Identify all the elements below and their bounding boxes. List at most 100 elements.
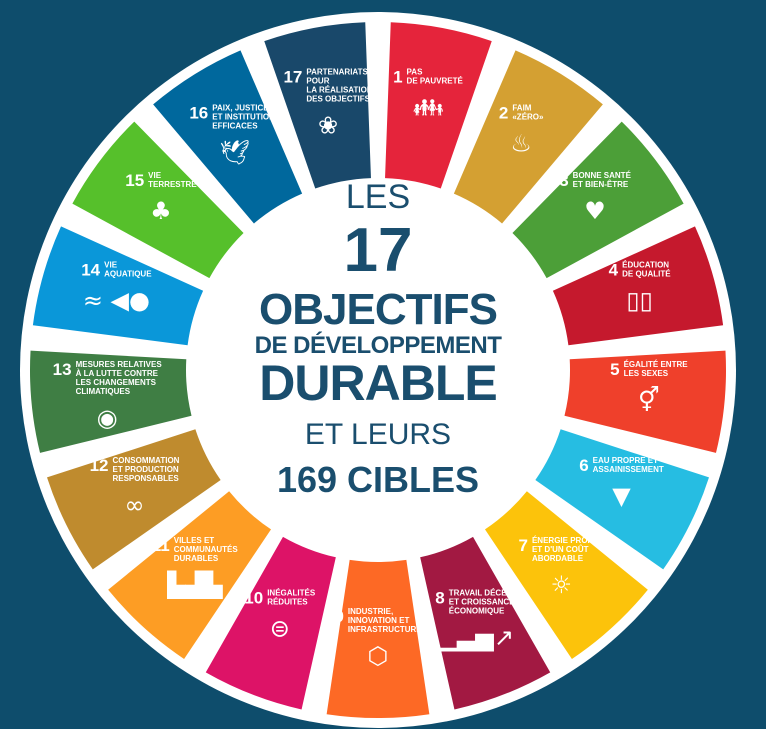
city-icon: ▙▟▙ xyxy=(166,570,223,599)
goal-number: 15 xyxy=(125,171,144,190)
book-icon: ▯▯ xyxy=(626,287,652,315)
goal-segment-shape xyxy=(108,491,272,659)
center-developpement: DE DÉVELOPPEMENT xyxy=(254,332,502,359)
goal-segment-shape xyxy=(72,121,244,279)
goal-label-line: CLIMATIQUES xyxy=(76,387,131,396)
goal-label-line: ÉCONOMIQUE xyxy=(449,607,505,616)
goal-number: 9 xyxy=(334,607,343,626)
center-169-cibles: 169 CIBLES xyxy=(276,459,480,500)
goal-number: 6 xyxy=(579,456,588,475)
goal-segment-shape xyxy=(264,22,371,189)
bowl-icon: ♨ xyxy=(510,130,532,158)
goal-label-line: PARTENARIATS xyxy=(306,68,368,77)
goal-label-line: VILLES ET xyxy=(174,536,215,545)
goal-label-line: DE PAUVRETÉ xyxy=(407,77,464,86)
goal-number: 16 xyxy=(189,104,208,123)
goal-label-line: ÉNERGIE PROPRE xyxy=(532,536,605,545)
goal-label-line: ET CROISSANCE xyxy=(449,598,515,607)
goal-segment-shape xyxy=(453,50,603,224)
goal-segment-shape xyxy=(484,491,648,659)
goal-label-line: INDUSTRIE, xyxy=(348,607,393,616)
sun-power-icon: ☼ xyxy=(550,571,572,599)
center-17: 17 xyxy=(343,216,413,285)
goal-number: 1 xyxy=(393,68,402,87)
infinity-icon: ∞ xyxy=(125,491,145,519)
goal-segment-2: 2 FAIM«ZÉRO» ♨ xyxy=(453,50,603,224)
goal-label-line: RÉDUITES xyxy=(267,598,308,607)
goal-label-line: ET BIEN-ÊTRE xyxy=(573,180,629,189)
goal-label-line: RESPONSABLES xyxy=(112,474,179,483)
center-objectifs: OBJECTIFS xyxy=(259,285,498,334)
goal-segment-shape xyxy=(32,226,204,346)
center-durable: DURABLE xyxy=(259,355,497,411)
goal-label-line: EFFICACES xyxy=(212,122,258,131)
goal-label-line: LES SEXES xyxy=(624,369,669,378)
goal-segment-shape xyxy=(552,226,724,346)
goal-label-line: ET PRODUCTION xyxy=(112,465,178,474)
goal-label-line: CONSOMMATION xyxy=(112,456,179,465)
flower-rings-icon: ❀ xyxy=(318,112,338,140)
goal-number: 14 xyxy=(81,261,100,280)
goal-label-line: ABORDABLE xyxy=(532,554,584,563)
cubes-icon: ⬡ xyxy=(368,642,389,670)
center-title: LES 17 OBJECTIFS DE DÉVELOPPEMENT DURABL… xyxy=(178,180,578,498)
tree-icon: ♣ xyxy=(150,197,172,225)
goal-number: 13 xyxy=(53,360,72,379)
goal-label-line: LA RÉALISATION xyxy=(306,86,372,95)
family-icon: 👪︎ xyxy=(413,94,444,122)
goal-label-line: PAS xyxy=(407,68,424,77)
goal-number: 3 xyxy=(559,171,568,190)
goal-label-line: AQUATIQUE xyxy=(104,270,152,279)
goal-label-line: VIE xyxy=(148,171,162,180)
goal-label-line: TERRESTRE xyxy=(148,180,197,189)
goal-label-line: LES CHANGEMENTS xyxy=(76,378,157,387)
equal-circle-icon: ⊜ xyxy=(270,615,290,643)
goal-label-line: ET D'UN COÛT xyxy=(532,545,589,554)
goal-label-line: VIE xyxy=(104,261,118,270)
goal-label-line: ASSAINISSEMENT xyxy=(593,465,664,474)
goal-segment-shape xyxy=(564,350,726,453)
goal-segment-shape xyxy=(512,121,684,279)
goal-segment-shape xyxy=(29,350,192,453)
goal-segment-shape xyxy=(326,559,430,718)
goal-label-line: COMMUNAUTÉS xyxy=(174,545,239,554)
goal-label-line: MESURES RELATIVES xyxy=(76,360,163,369)
goal-label-line: À LA LUTTE CONTRE xyxy=(76,369,159,378)
goal-label-line: INFRASTRUCTURE xyxy=(348,625,422,634)
goal-segment-shape xyxy=(205,536,336,710)
goal-label-line: INÉGALITÉS xyxy=(267,589,316,598)
goal-label-line: ÉGALITÉ ENTRE xyxy=(624,360,689,369)
goal-segment-shape xyxy=(420,536,551,710)
goal-number: 8 xyxy=(435,589,444,608)
goal-label-line: DE QUALITÉ xyxy=(622,270,671,279)
goal-number: 12 xyxy=(90,456,109,475)
goal-label-line: POUR xyxy=(306,77,329,86)
goal-label-line: EAU PROPRE ET xyxy=(593,456,658,465)
goal-segment-shape xyxy=(46,429,221,570)
goal-number: 5 xyxy=(610,360,619,379)
goal-label-line: ET INSTITUTIONS xyxy=(212,113,281,122)
goal-label-line: DURABLES xyxy=(174,554,219,563)
growth-chart-icon: ▁▃▅↗ xyxy=(438,624,514,652)
goal-label-line: BONNE SANTÉ xyxy=(573,171,632,180)
goal-segment-shape xyxy=(153,50,303,224)
goal-number: 2 xyxy=(499,104,508,123)
goal-label-line: DES OBJECTIFS xyxy=(306,95,370,104)
goal-segment-shape xyxy=(385,22,492,189)
goal-number: 7 xyxy=(519,536,528,555)
goal-label-line: TRAVAIL DÉCENT xyxy=(449,589,518,598)
goal-number: 10 xyxy=(244,589,263,608)
